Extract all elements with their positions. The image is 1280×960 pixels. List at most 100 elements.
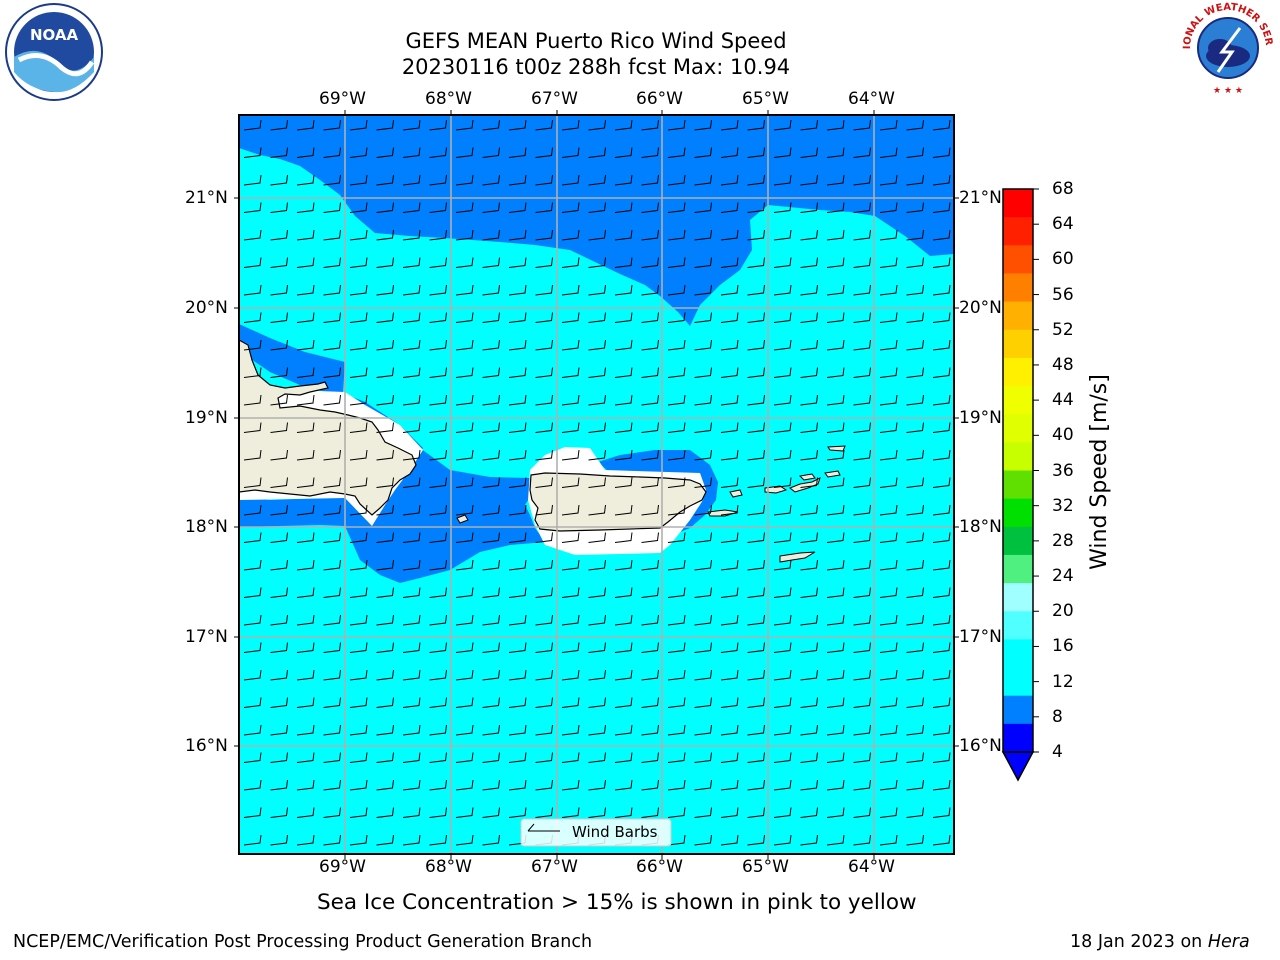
wind-barb — [694, 229, 712, 241]
colorbar-tick-label: 32 — [1052, 495, 1074, 516]
colorbar-segment — [1003, 189, 1033, 218]
wind-barb — [747, 614, 765, 626]
wind-barb — [349, 752, 368, 763]
wind-barb — [561, 257, 580, 268]
lon-label-bottom: 66°W — [636, 857, 683, 877]
wind-barb — [906, 559, 924, 571]
colorbar-tick-label: 56 — [1052, 284, 1074, 305]
footer-date: 18 Jan 2023 on Hera — [1070, 932, 1250, 952]
wind-barb — [535, 669, 553, 681]
wind-barb — [614, 147, 633, 158]
wind-barb — [588, 202, 606, 213]
wind-barb — [349, 284, 368, 296]
wind-barb — [800, 257, 818, 268]
wind-barb — [800, 422, 818, 433]
wind-barb — [270, 642, 288, 653]
wind-barb — [296, 147, 315, 158]
wind-barb — [853, 669, 871, 681]
wind-barb — [429, 587, 447, 598]
wind-barb — [561, 174, 580, 186]
wind-barb — [482, 477, 500, 488]
wind-barb — [614, 697, 633, 708]
wind-barb — [429, 119, 447, 131]
wind-barb — [800, 834, 818, 846]
colorbar-extend-arrow — [1001, 751, 1035, 782]
wind-barb — [614, 504, 633, 516]
wind-barb — [402, 834, 421, 846]
land-anegada — [824, 470, 841, 478]
wind-barb — [402, 119, 421, 131]
wind-barb — [906, 477, 924, 488]
wind-barb — [429, 367, 447, 378]
wind-barb — [641, 202, 659, 213]
wind-barb — [747, 532, 765, 543]
wind-barb — [667, 257, 686, 268]
wind-barb — [932, 202, 951, 213]
wind-barb — [853, 752, 871, 763]
wind-barb — [932, 257, 951, 268]
wind-barb — [853, 642, 871, 653]
wind-barbs-legend: Wind Barbs — [520, 818, 672, 847]
wind-barb — [641, 477, 659, 488]
wind-barb — [349, 532, 368, 543]
colorbar-segment — [1003, 245, 1033, 275]
wind-barb — [667, 724, 686, 736]
wind-barb — [561, 504, 580, 516]
wind-barb — [694, 477, 712, 488]
colorbar-segment — [1003, 554, 1033, 584]
wind-barb — [800, 339, 818, 351]
wind-barb — [588, 174, 606, 186]
wind-barb — [773, 449, 792, 461]
wind-barb — [323, 339, 341, 351]
wind-barb — [932, 449, 951, 461]
wind-barb — [296, 669, 315, 681]
wind-barb — [641, 724, 659, 736]
wind-barb — [296, 642, 315, 653]
wind-barb — [667, 284, 686, 296]
wind-barb — [826, 147, 845, 158]
footer-branch: NCEP/EMC/Verification Post Processing Pr… — [13, 932, 593, 952]
wind-barb — [694, 147, 712, 158]
wind-barb — [455, 669, 474, 681]
wind-barb — [906, 202, 924, 213]
wind-barb — [561, 587, 580, 598]
wind-barb — [932, 147, 951, 158]
wind-barb — [800, 229, 818, 241]
wind-barb — [508, 559, 527, 571]
wind-barb — [323, 202, 341, 213]
wind-barb — [455, 394, 474, 406]
wind-barb — [349, 257, 368, 268]
wind-barb — [508, 779, 527, 791]
wind-barb — [800, 697, 818, 708]
wind-barb — [349, 587, 368, 598]
wind-barb — [561, 422, 580, 433]
wind-barb — [826, 257, 845, 268]
wind-barb — [508, 284, 527, 296]
wind-barb — [243, 174, 262, 186]
wind-barb — [429, 614, 447, 626]
land-mona — [456, 514, 469, 524]
wind-barb — [376, 422, 394, 433]
wind-barb — [588, 669, 606, 681]
land-st-john-bvi — [789, 477, 821, 493]
wind-barb — [694, 312, 712, 323]
wind-barb — [773, 559, 792, 571]
wind-barb — [906, 697, 924, 708]
wind-barb — [376, 724, 394, 736]
wind-barb — [588, 394, 606, 406]
wind-barb — [614, 284, 633, 296]
wind-barb — [270, 779, 288, 791]
wind-barb — [932, 587, 951, 598]
wind-barb — [482, 367, 500, 378]
wind-barb — [853, 202, 871, 213]
wind-barb — [402, 559, 421, 571]
wind-barb — [614, 312, 633, 323]
wind-barb — [773, 394, 792, 406]
colorbar-tick-label: 52 — [1052, 319, 1074, 340]
wind-barb — [694, 257, 712, 268]
wind-barb — [349, 724, 368, 736]
wind-barb — [349, 312, 368, 323]
wind-barb — [482, 807, 500, 818]
wind-barb — [773, 614, 792, 626]
